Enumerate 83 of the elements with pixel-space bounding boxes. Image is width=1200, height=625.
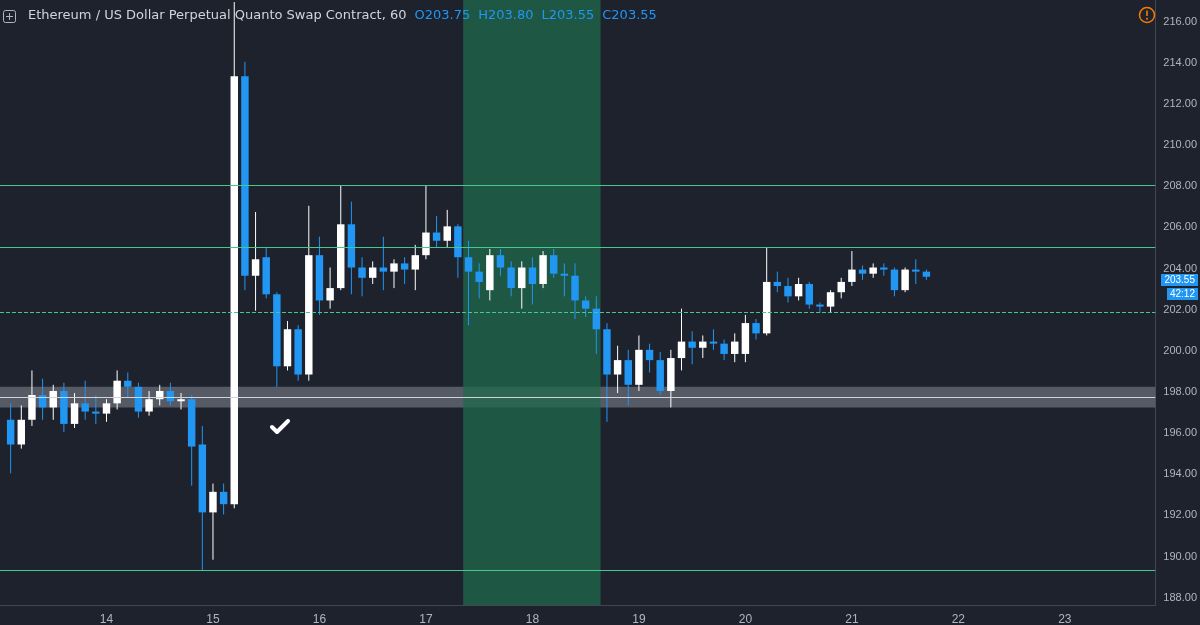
candlestick bbox=[720, 339, 728, 361]
candlestick bbox=[358, 256, 366, 297]
x-tick-label: 14 bbox=[99, 612, 114, 625]
candlestick bbox=[731, 332, 739, 363]
candlestick bbox=[560, 262, 569, 297]
candlestick bbox=[209, 483, 217, 561]
candlestick bbox=[400, 256, 409, 285]
y-tick-label: 196.00 bbox=[1163, 426, 1198, 439]
candlestick bbox=[890, 267, 899, 297]
y-tick-label: 208.00 bbox=[1163, 179, 1198, 192]
candlestick bbox=[92, 394, 100, 425]
y-tick-label: 216.00 bbox=[1163, 14, 1198, 27]
candlestick bbox=[390, 258, 398, 289]
candlestick bbox=[411, 244, 420, 291]
candlestick bbox=[507, 260, 515, 297]
candlestick bbox=[773, 271, 782, 293]
candlestick bbox=[496, 248, 505, 277]
candlestick bbox=[613, 345, 622, 394]
candlestick bbox=[880, 262, 888, 277]
y-tick-label: 192.00 bbox=[1163, 508, 1198, 521]
candlestick bbox=[124, 371, 132, 398]
x-tick-label: 20 bbox=[738, 612, 753, 625]
candlestick bbox=[113, 369, 121, 411]
candlestick bbox=[443, 209, 451, 248]
candlestick bbox=[805, 281, 814, 310]
candlestick bbox=[794, 277, 803, 301]
candlestick bbox=[677, 308, 686, 371]
y-tick-label: 202.00 bbox=[1163, 302, 1198, 315]
x-tick-label: 16 bbox=[312, 612, 327, 625]
x-tick-label: 18 bbox=[525, 612, 540, 625]
candlestick bbox=[102, 398, 111, 423]
x-tick-label: 17 bbox=[419, 612, 433, 625]
y-tick-label: 198.00 bbox=[1163, 384, 1198, 397]
candlestick bbox=[837, 277, 845, 299]
candlestick bbox=[422, 184, 430, 260]
text: 42:12 bbox=[1166, 287, 1198, 300]
candlestick bbox=[475, 262, 483, 299]
candlestick bbox=[709, 328, 718, 351]
x-tick-label: 22 bbox=[951, 612, 966, 625]
candlestick bbox=[752, 318, 760, 341]
candlestick bbox=[901, 267, 909, 293]
candlestick bbox=[379, 236, 388, 291]
candlestick bbox=[549, 248, 558, 279]
candlestick bbox=[464, 240, 473, 326]
x-tick-label: 23 bbox=[1058, 612, 1072, 625]
y-tick-label: 190.00 bbox=[1163, 549, 1198, 562]
candlestick bbox=[912, 258, 920, 285]
annotation: O203.75 bbox=[414, 7, 471, 22]
candlestick bbox=[784, 277, 792, 303]
candlestick bbox=[581, 295, 590, 318]
y-tick-label: 188.00 bbox=[1163, 590, 1198, 603]
x-tick-label: 19 bbox=[632, 612, 646, 625]
y-tick-label: 210.00 bbox=[1163, 138, 1198, 151]
candlestick bbox=[645, 343, 654, 373]
candlestick bbox=[251, 211, 260, 312]
text: 203.55 bbox=[1161, 273, 1198, 286]
y-tick-label: 204.00 bbox=[1163, 261, 1198, 274]
y-tick-label: 212.00 bbox=[1163, 96, 1198, 109]
candlestick bbox=[528, 256, 537, 306]
y-tick-label: 214.00 bbox=[1163, 55, 1198, 68]
candlestick bbox=[81, 380, 89, 421]
annotation: L203.55 bbox=[541, 7, 595, 22]
x-tick-label: 21 bbox=[845, 612, 859, 625]
candlestick bbox=[816, 302, 824, 314]
candlestick bbox=[145, 390, 153, 417]
y-tick-label: 200.00 bbox=[1163, 343, 1198, 356]
candlestick bbox=[368, 260, 377, 285]
candlestick bbox=[432, 215, 441, 248]
candlestick bbox=[177, 392, 185, 411]
y-tick-label: 194.00 bbox=[1163, 467, 1198, 480]
candlestick bbox=[688, 330, 696, 365]
text: Ethereum / US Dollar Perpetual Quanto Swap Contract, 60 bbox=[28, 7, 407, 22]
candlestick bbox=[219, 483, 228, 515]
annotation: H203.80 bbox=[478, 7, 534, 22]
candlestick bbox=[518, 260, 526, 310]
annotation: C203.55 bbox=[602, 7, 657, 22]
candlestick bbox=[326, 267, 334, 310]
candlestick bbox=[848, 250, 856, 287]
candlestick bbox=[70, 392, 79, 429]
candlestick bbox=[699, 334, 707, 359]
y-tick-label: 206.00 bbox=[1163, 220, 1198, 233]
x-tick-label: 15 bbox=[206, 612, 220, 625]
candlestick bbox=[826, 289, 835, 314]
